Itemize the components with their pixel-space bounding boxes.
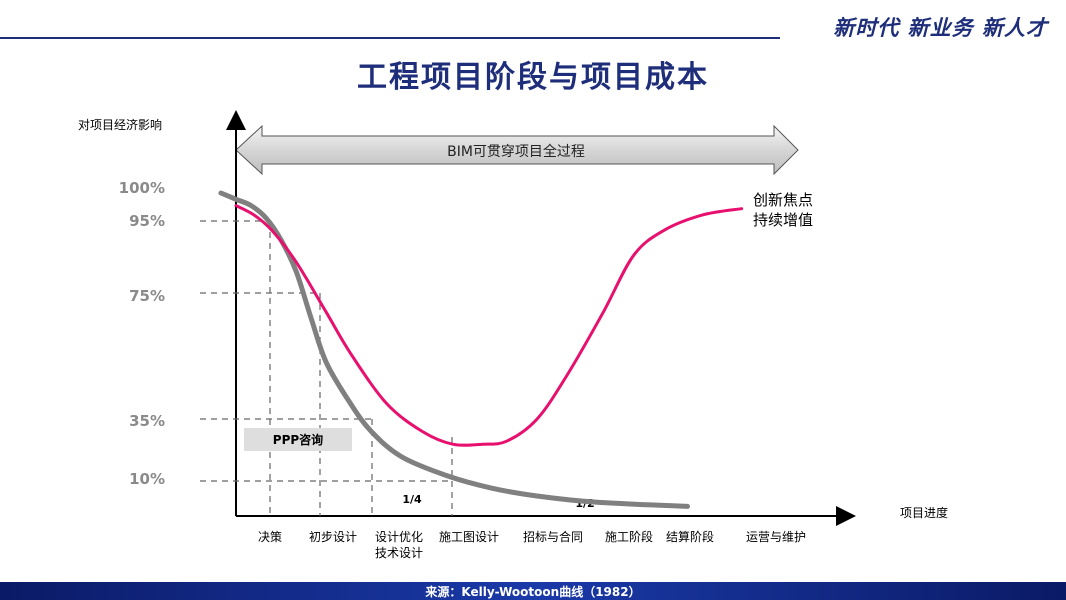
y-tick-label: 10% xyxy=(129,470,165,488)
ppp-label: PPP咨询 xyxy=(273,432,323,447)
source-note: 来源：Kelly-Wootoon曲线（1982） xyxy=(425,585,641,599)
x-category-label: 结算阶段 xyxy=(666,529,714,544)
page-title: 工程项目阶段与项目成本 xyxy=(357,60,709,95)
y-axis-label: 对项目经济影响 xyxy=(78,117,162,132)
bim-banner-arrow xyxy=(235,124,799,176)
footer-bar: 来源：Kelly-Wootoon曲线（1982） xyxy=(0,582,1066,600)
innovation-label-2: 持续增值 xyxy=(753,211,813,229)
y-tick-label: 95% xyxy=(129,212,165,230)
innovation-label-1: 创新焦点 xyxy=(753,191,813,209)
x-category-label: 初步设计 xyxy=(309,530,357,544)
x-category-label: 施工阶段 xyxy=(605,529,653,544)
x-category-label: 招标与合同 xyxy=(523,529,583,544)
x-category-label: 设计优化 xyxy=(375,530,423,544)
brand-slogan: 新时代 新业务 新人才 xyxy=(833,16,1048,40)
influence-curve xyxy=(218,190,690,509)
bim-banner-label: BIM可贯穿项目全过程 xyxy=(447,143,585,160)
header-rule xyxy=(0,37,780,39)
x-category-label: 技术设计 xyxy=(375,546,423,560)
y-tick-label: 100% xyxy=(119,179,165,197)
ppp-box xyxy=(244,428,352,451)
innovation-curve xyxy=(234,204,744,447)
y-tick-label: 75% xyxy=(129,287,165,305)
quarter-label: 1/4 xyxy=(402,493,422,506)
x-category-label: 决策 xyxy=(258,530,282,544)
y-tick-label: 35% xyxy=(129,412,165,430)
x-category-label: 施工图设计 xyxy=(439,530,499,544)
x-axis-label: 项目进度 xyxy=(900,505,948,520)
x-category-label: 运营与维护 xyxy=(746,530,806,544)
